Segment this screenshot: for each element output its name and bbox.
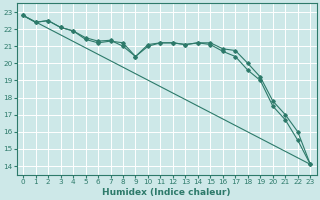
X-axis label: Humidex (Indice chaleur): Humidex (Indice chaleur) — [102, 188, 231, 197]
